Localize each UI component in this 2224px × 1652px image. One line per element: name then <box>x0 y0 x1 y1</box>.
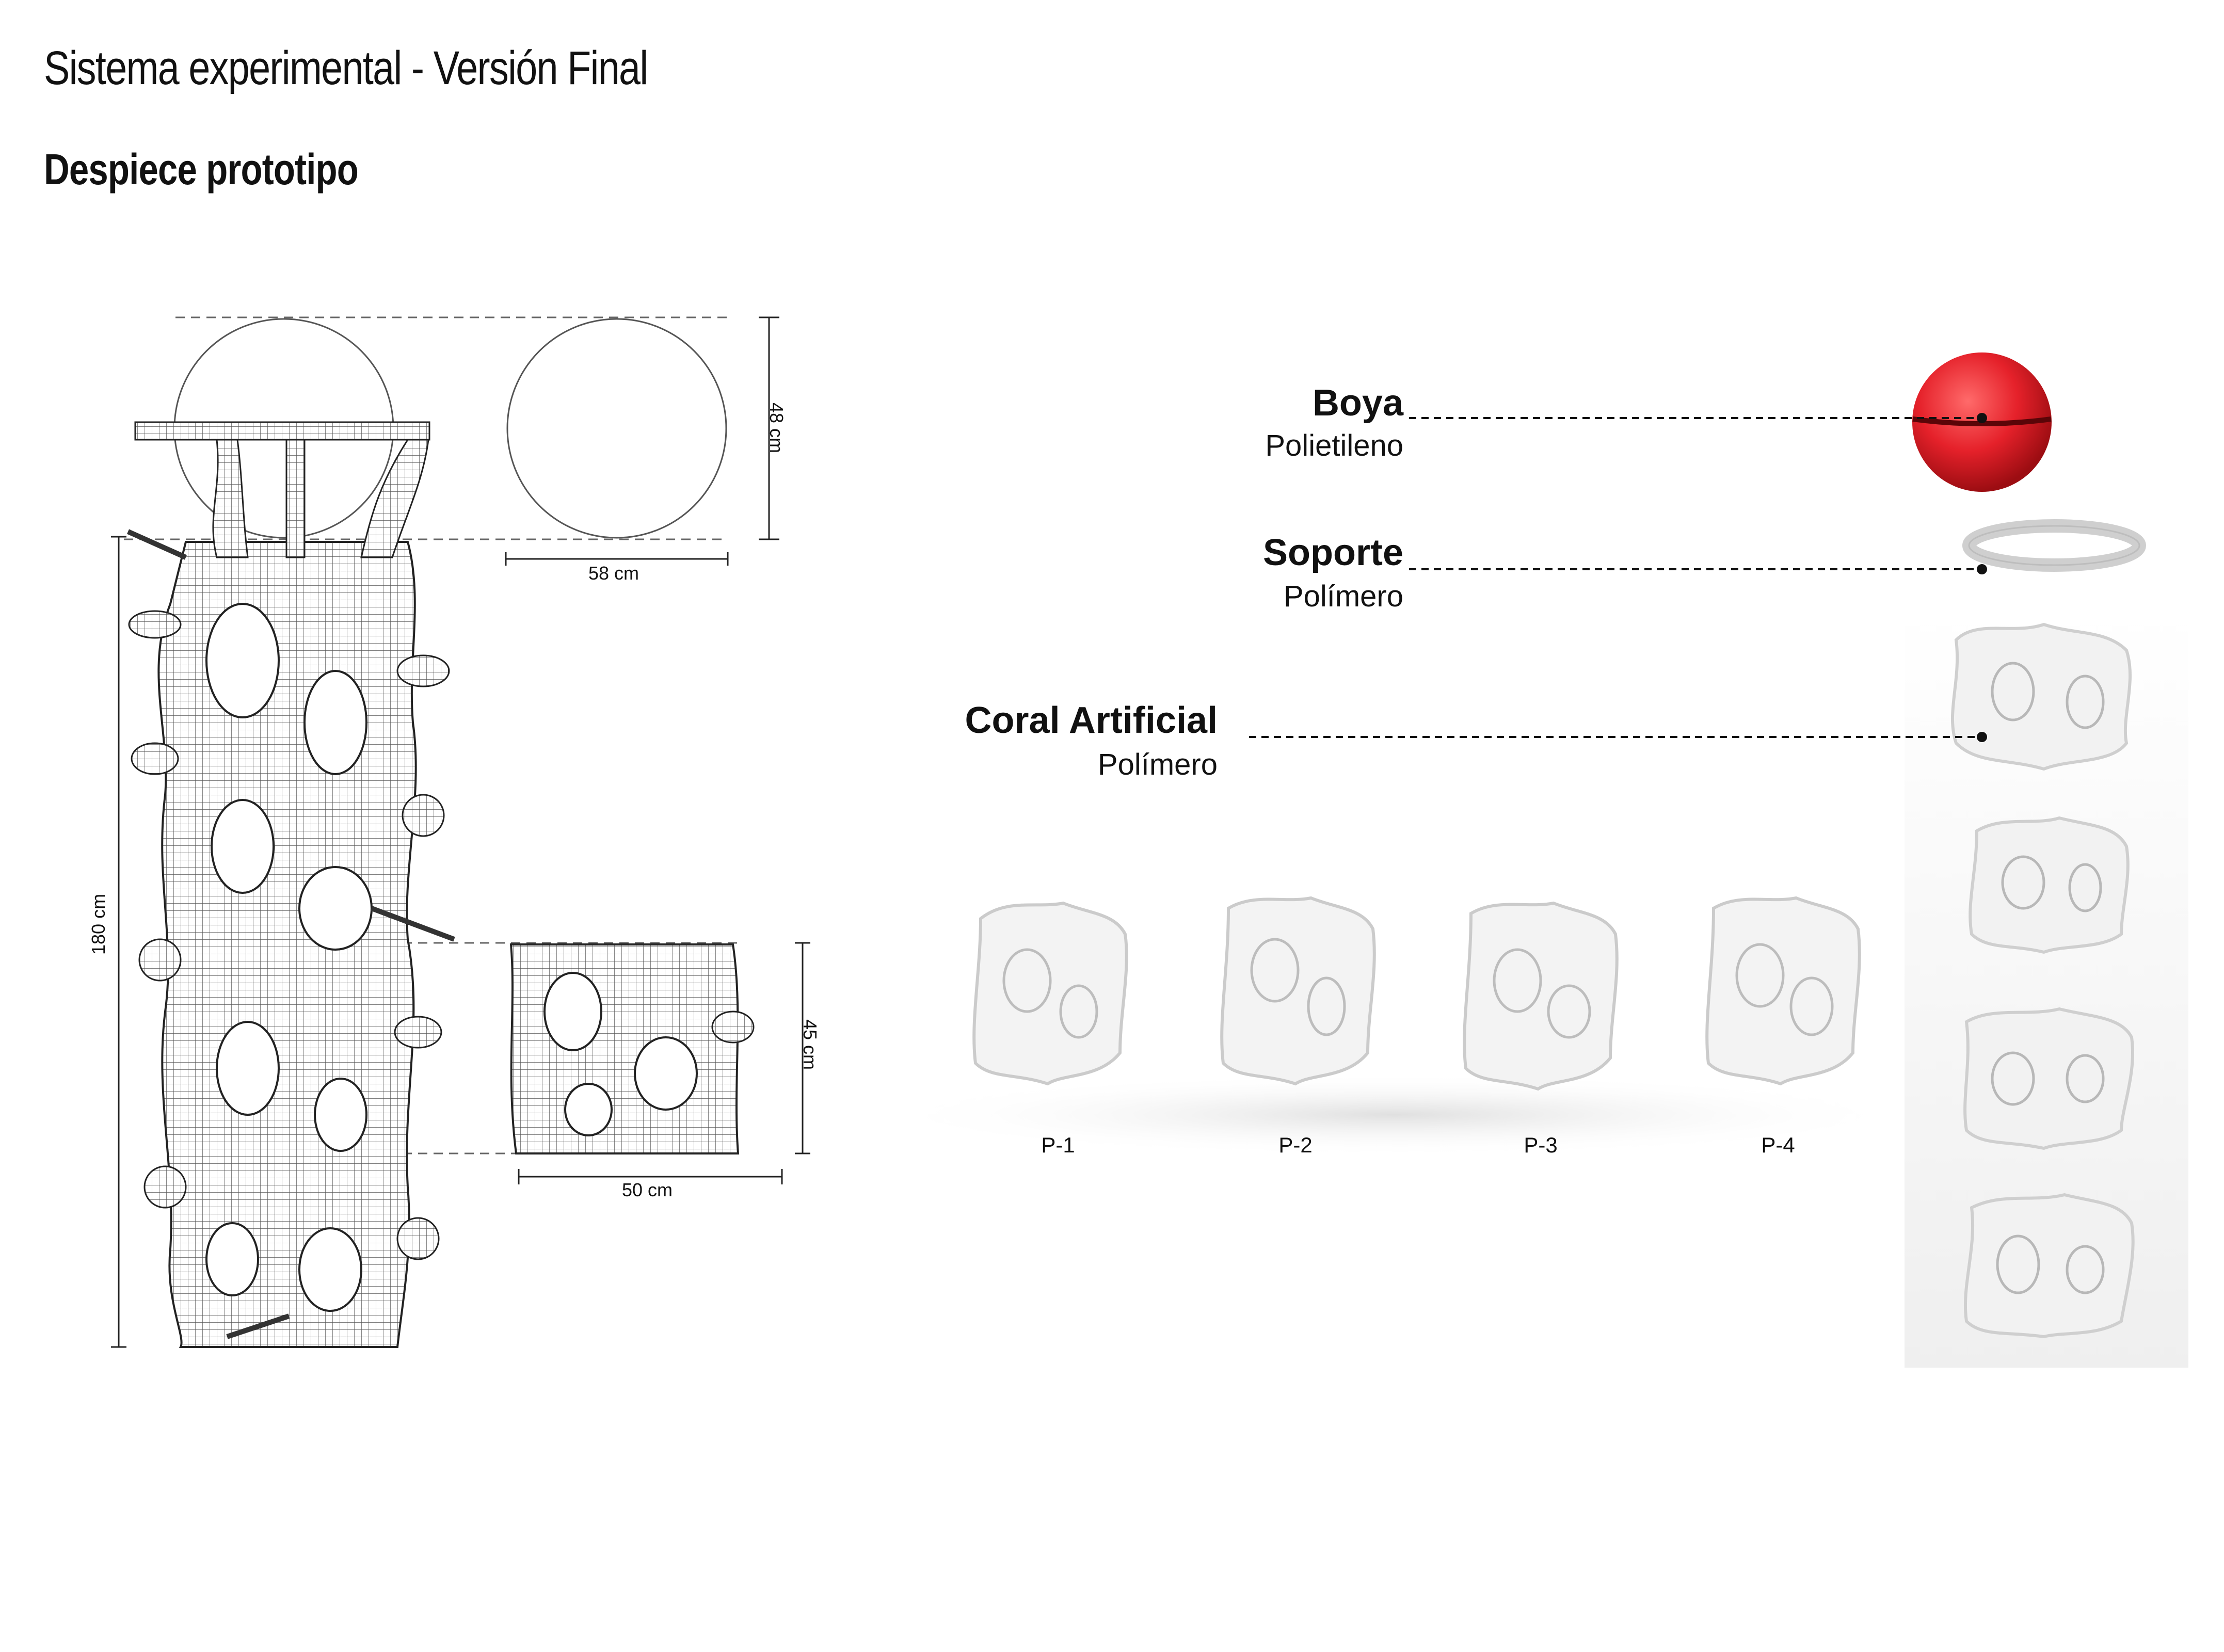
variant-label-p2: P-2 <box>1278 1133 1313 1157</box>
stack-corals <box>1950 622 2135 1339</box>
variant-details <box>1002 938 1834 1039</box>
support-render <box>1962 519 2146 572</box>
variant-label-p3: P-3 <box>1524 1133 1558 1157</box>
section-title: Despiece prototipo <box>44 145 359 194</box>
stack-coral-details <box>1991 662 2105 1294</box>
leader-dots <box>1977 413 1987 742</box>
page-title: Sistema experimental - Versión Final <box>44 42 648 94</box>
variant-label-p4: P-4 <box>1761 1133 1795 1157</box>
component-name-soporte: Soporte <box>1262 532 1403 573</box>
dim-buoy-width: 58 cm <box>588 563 639 584</box>
dim-buoy-height: 48 cm <box>766 403 787 454</box>
dim-total-height: 180 cm <box>88 893 109 955</box>
variant-renders <box>972 896 1861 1091</box>
component-name-coral: Coral Artificial <box>965 700 1218 741</box>
component-material-soporte: Polímero <box>1283 580 1403 613</box>
component-material-boya: Polietileno <box>1265 429 1403 462</box>
orthographic-elevation <box>111 316 810 1348</box>
component-name-boya: Boya <box>1312 382 1403 424</box>
leader-lines <box>1249 417 1977 738</box>
dim-module-width: 50 cm <box>622 1179 673 1200</box>
component-material-coral: Polímero <box>1097 748 1218 781</box>
variant-label-p1: P-1 <box>1041 1133 1075 1157</box>
dim-module-height: 45 cm <box>799 1019 821 1070</box>
